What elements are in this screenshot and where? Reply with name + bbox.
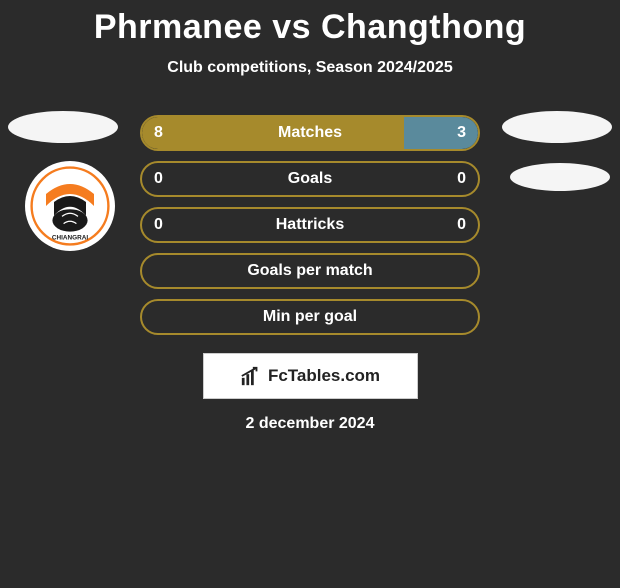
- player1-badge-placeholder: [8, 111, 118, 143]
- stat-value-right: 0: [457, 170, 466, 188]
- player2-badge-placeholder-1: [502, 111, 612, 143]
- season-subtitle: Club competitions, Season 2024/2025: [0, 59, 620, 77]
- fctables-logo-icon: [240, 365, 262, 387]
- stat-value-right: 3: [457, 124, 466, 142]
- stat-row-matches: 8 Matches 3: [140, 115, 480, 151]
- stat-label: Goals per match: [142, 262, 478, 280]
- date-text: 2 december 2024: [12, 415, 608, 433]
- branding-text: FcTables.com: [268, 366, 380, 386]
- stat-value-right: 0: [457, 216, 466, 234]
- page-title: Phrmanee vs Changthong: [0, 8, 620, 47]
- chiangrai-united-logo-icon: CHIANGRAI: [30, 166, 110, 246]
- comparison-content: CHIANGRAI 8 Matches 3 0 Goals 0 0 Hattri…: [0, 115, 620, 433]
- branding-box[interactable]: FcTables.com: [203, 353, 418, 399]
- stat-row-min-per-goal: Min per goal: [140, 299, 480, 335]
- stat-rows: 8 Matches 3 0 Goals 0 0 Hattricks 0 Goal…: [140, 115, 480, 335]
- stat-row-hattricks: 0 Hattricks 0: [140, 207, 480, 243]
- club-logo: CHIANGRAI: [25, 161, 115, 251]
- player2-badge-placeholder-2: [510, 163, 610, 191]
- stat-label: Hattricks: [142, 216, 478, 234]
- stat-label: Min per goal: [142, 308, 478, 326]
- stat-label: Matches: [142, 124, 478, 142]
- stat-label: Goals: [142, 170, 478, 188]
- svg-text:CHIANGRAI: CHIANGRAI: [52, 235, 88, 242]
- stat-row-goals: 0 Goals 0: [140, 161, 480, 197]
- stat-row-goals-per-match: Goals per match: [140, 253, 480, 289]
